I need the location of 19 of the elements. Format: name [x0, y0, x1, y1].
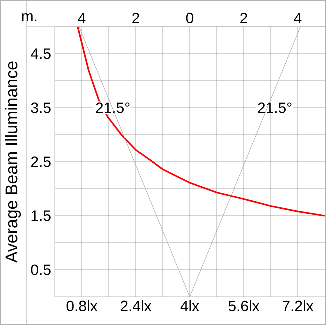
y-tick-label: 0.5 — [31, 264, 51, 276]
y-tick-label: 2.5 — [31, 156, 51, 168]
annotation: 21.5° — [258, 102, 292, 114]
x2-tick-label: 2 — [240, 13, 248, 24]
x2-tick-label: 0 — [186, 12, 194, 24]
x-tick-label: 5.6lx — [228, 300, 260, 312]
x2-axis-title: m. — [22, 13, 37, 22]
y-tick-label: 4.5 — [31, 48, 51, 60]
x2-tick-label: 2 — [132, 13, 140, 24]
x2-tick-label: 4 — [294, 13, 302, 24]
x2-tick-label: 4 — [78, 13, 86, 24]
annotation: 21.5° — [96, 102, 130, 114]
x-tick-label: 7.2lx — [282, 300, 314, 312]
x-tick-label: 2.4lx — [120, 300, 152, 312]
x-tick-label: 4lx — [180, 300, 200, 312]
y-tick-label: 1.5 — [32, 210, 51, 222]
x-tick-label: 0.8lx — [66, 300, 98, 312]
y-axis-title: Average Beam Illuminance — [5, 62, 22, 264]
y-tick-label: 3.5 — [31, 102, 51, 114]
